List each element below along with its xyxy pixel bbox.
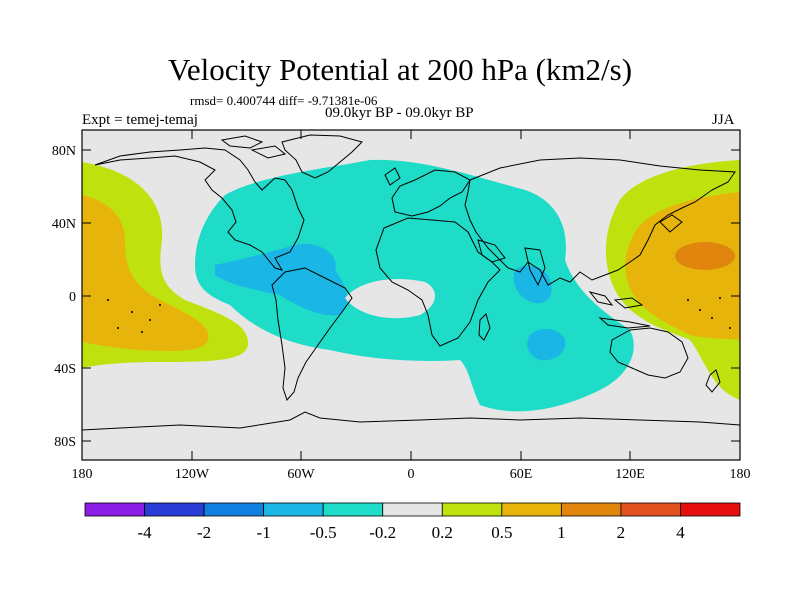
neutral-patch-atlantic	[345, 278, 436, 319]
colorbar-label: -4	[137, 523, 152, 542]
lon-label-60e: 60E	[510, 467, 533, 482]
colorbar-swatch	[501, 502, 562, 517]
velocity-field	[82, 130, 740, 460]
lat-label-40n: 40N	[52, 217, 76, 232]
orange-region-west	[82, 195, 209, 351]
island-dots	[107, 297, 731, 333]
lat-label-80s: 80S	[54, 435, 76, 450]
lat-label-40s: 40S	[54, 362, 76, 377]
colorbar-label: -1	[257, 523, 271, 542]
colorbar-label: 0.2	[432, 523, 453, 542]
lon-label-180e: 180	[730, 467, 751, 482]
colorbar-swatch	[560, 502, 622, 517]
colorbar-swatch	[441, 502, 503, 517]
lon-label-0: 0	[408, 467, 415, 482]
coastlines	[82, 134, 740, 431]
lat-label-0: 0	[69, 290, 76, 305]
lat-label-80n: 80N	[52, 144, 76, 159]
colorbar-label: 1	[557, 523, 566, 542]
lon-label-180w: 180	[72, 467, 93, 482]
colorbar: -4 -2 -1 -0.5 -0.2 0.2 0.5 1 2 4	[84, 502, 741, 542]
colorbar-label: -2	[197, 523, 211, 542]
colorbar-swatch	[144, 502, 205, 517]
stats-text: rmsd= 0.400744 diff= -9.71381e-06	[190, 93, 378, 108]
lon-ticks	[191, 130, 631, 460]
lon-label-120e: 120E	[615, 467, 645, 482]
colorbar-swatch	[322, 502, 384, 517]
orange-region-east	[625, 192, 740, 340]
lon-label-120w: 120W	[175, 467, 210, 482]
dark-orange-core	[675, 242, 735, 270]
lon-label-60w: 60W	[287, 467, 315, 482]
colorbar-swatch	[203, 502, 265, 517]
negative-core-americas	[215, 244, 348, 316]
plot-title: Velocity Potential at 200 hPa (km2/s)	[167, 52, 633, 87]
colorbar-swatch	[382, 502, 443, 517]
season-label: JJA	[712, 112, 735, 128]
colorbar-swatch	[263, 502, 324, 517]
colorbar-swatch	[680, 502, 741, 517]
colorbar-label: 0.5	[491, 523, 512, 542]
lat-ticks	[82, 149, 740, 442]
colorbar-label: 2	[617, 523, 626, 542]
colorbar-swatch	[620, 502, 681, 517]
colorbar-label: -0.2	[369, 523, 396, 542]
experiment-label: Expt = temej-temaj	[82, 112, 198, 128]
negative-core-indian-south	[527, 328, 566, 361]
colorbar-swatch	[84, 502, 145, 517]
colorbar-label: 4	[676, 523, 685, 542]
period-label: 09.0kyr BP - 09.0kyr BP	[325, 105, 474, 121]
colorbar-label: -0.5	[310, 523, 337, 542]
